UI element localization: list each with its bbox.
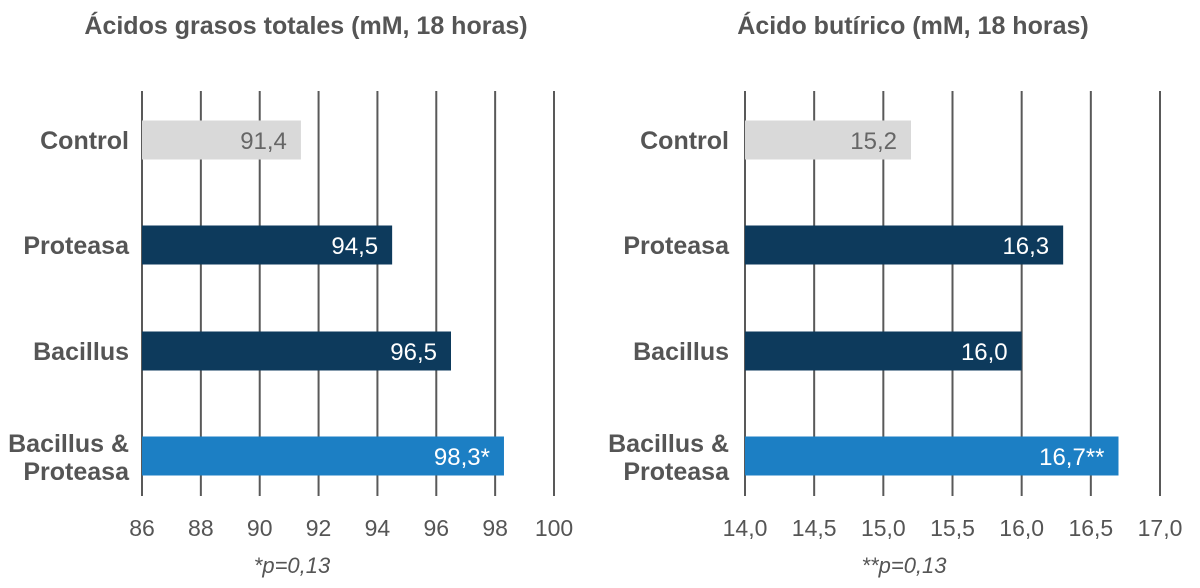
x-tick-label: 86 <box>129 515 155 541</box>
category-label: Proteasa <box>23 232 130 260</box>
bar-value-label: 15,2 <box>850 128 897 155</box>
bar-value-label: 96,5 <box>390 339 437 366</box>
bar-value-label: 98,3* <box>434 444 490 471</box>
chart-panel-butyric-acid: Ácido butírico (mM, 18 horas) 14,0 14,5 15,… <box>608 11 1182 578</box>
bar-value-label: 91,4 <box>240 128 287 155</box>
x-tick-label: 98 <box>482 515 508 541</box>
category-label: Bacillus & Proteasa <box>8 430 130 486</box>
bar <box>142 436 504 476</box>
bar <box>745 331 1022 371</box>
x-tick-label: 94 <box>365 515 391 541</box>
category-label: Proteasa <box>623 232 730 260</box>
bar-value-label: 16,0 <box>961 339 1008 366</box>
bar-value-label: 16,7** <box>1039 444 1104 471</box>
x-tick-label: 16,5 <box>1068 515 1113 541</box>
significance-footnote: *p=0,13 <box>254 553 331 578</box>
bar <box>745 120 911 160</box>
x-tick-label: 88 <box>188 515 214 541</box>
x-tick-label: 14,0 <box>723 515 768 541</box>
x-tick-label: 100 <box>535 515 573 541</box>
chart-title: Ácidos grasos totales (mM, 18 horas) <box>84 11 527 40</box>
x-tick-label: 16,0 <box>999 515 1044 541</box>
bar <box>142 225 393 265</box>
category-label: Bacillus <box>33 338 129 366</box>
x-tick-label: 96 <box>423 515 449 541</box>
chart-panel-total-fatty-acids: Ácidos grasos totales (mM, 18 horas) 86 88… <box>8 11 573 578</box>
bar <box>142 331 451 371</box>
x-tick-label: 14,5 <box>792 515 837 541</box>
bar <box>745 225 1064 265</box>
chart-title: Ácido butírico (mM, 18 horas) <box>737 11 1088 40</box>
x-tick-label: 15,5 <box>930 515 975 541</box>
bar <box>745 436 1119 476</box>
bar-value-label: 94,5 <box>331 233 378 260</box>
x-tick-label: 90 <box>247 515 273 541</box>
significance-footnote: **p=0,13 <box>861 553 947 578</box>
x-tick-label: 15,0 <box>861 515 906 541</box>
category-label: Control <box>40 127 129 155</box>
bar <box>142 120 301 160</box>
bar-value-label: 16,3 <box>1002 233 1049 260</box>
x-tick-label: 92 <box>306 515 332 541</box>
x-tick-label: 17,0 <box>1138 515 1183 541</box>
category-label: Bacillus <box>633 338 729 366</box>
category-label: Control <box>640 127 729 155</box>
category-label: Bacillus & Proteasa <box>608 430 730 486</box>
